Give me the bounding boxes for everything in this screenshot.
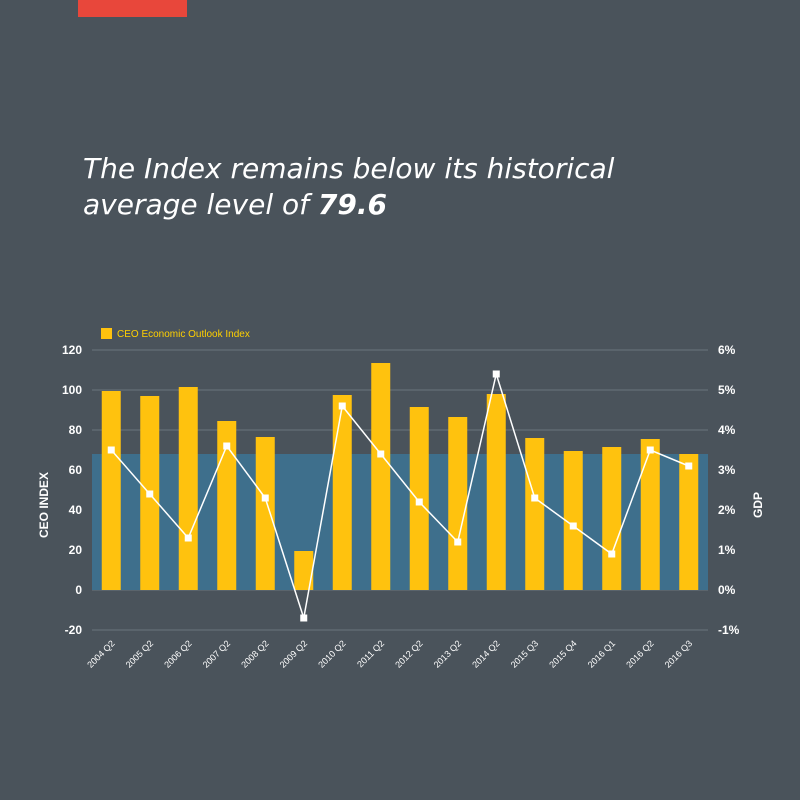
- gdp-point: [415, 498, 423, 506]
- legend-label: CEO Economic Outlook Index: [117, 329, 250, 340]
- x-tick-label: 2015 Q4: [547, 638, 578, 669]
- gdp-point: [646, 446, 654, 454]
- headline: The Index remains below its historical a…: [83, 151, 723, 223]
- gdp-line: [110, 371, 690, 619]
- bar: [525, 438, 545, 590]
- x-tick-label: 2010 Q2: [316, 638, 347, 669]
- y2-tick-label: -1%: [718, 623, 740, 637]
- x-tick-label: 2016 Q1: [586, 638, 617, 669]
- x-tick-label: 2011 Q2: [355, 638, 386, 669]
- x-tick-label: 2005 Q2: [124, 638, 155, 669]
- y2-axis-title: GDP: [751, 492, 765, 518]
- gdp-point: [146, 490, 154, 498]
- x-tick-label: 2015 Q3: [509, 638, 540, 669]
- legend: CEO Economic Outlook Index: [101, 328, 250, 340]
- x-tick-label: 2007 Q2: [201, 638, 232, 669]
- bar: [486, 394, 506, 590]
- y-tick-label: 40: [69, 503, 83, 517]
- bar: [640, 439, 660, 590]
- gdp-point: [338, 402, 346, 410]
- x-tick-label: 2016 Q3: [663, 638, 694, 669]
- gdp-point: [608, 550, 616, 558]
- bar: [602, 447, 622, 590]
- bar: [294, 551, 314, 590]
- y2-tick-label: 5%: [718, 383, 736, 397]
- y2-tick-label: 1%: [718, 543, 736, 557]
- gdp-point: [454, 538, 462, 546]
- y2-tick-label: 0%: [718, 583, 736, 597]
- gdp-point: [107, 446, 115, 454]
- x-tick-label: 2014 Q2: [470, 638, 501, 669]
- headline-text: The Index remains below its historical a…: [83, 152, 615, 221]
- y-tick-label: 120: [62, 343, 82, 357]
- bar: [217, 421, 237, 590]
- y2-tick-label: 2%: [718, 503, 736, 517]
- y2-tick-label: 6%: [718, 343, 736, 357]
- x-tick-label: 2012 Q2: [393, 638, 424, 669]
- bar: [101, 391, 121, 590]
- x-tick-label: 2016 Q2: [624, 638, 655, 669]
- y-tick-label: 100: [62, 383, 82, 397]
- y-tick-label: 80: [69, 423, 83, 437]
- bar: [563, 451, 583, 590]
- bar-layer: [101, 363, 699, 590]
- y-tick-label: 20: [69, 543, 83, 557]
- gdp-point: [377, 450, 385, 458]
- line-layer: [107, 370, 693, 622]
- x-tick-label: 2008 Q2: [239, 638, 270, 669]
- y2-tick-label: 4%: [718, 423, 736, 437]
- gdp-point: [184, 534, 192, 542]
- y2-tick-label: 3%: [718, 463, 736, 477]
- bar: [255, 437, 275, 590]
- y-tick-label: 60: [69, 463, 83, 477]
- y-axis-title: CEO INDEX: [37, 472, 51, 538]
- y-tick-label: -20: [65, 623, 83, 637]
- gdp-point: [531, 494, 539, 502]
- x-tick-label: 2009 Q2: [278, 638, 309, 669]
- bar: [448, 417, 468, 590]
- legend-swatch: [101, 328, 112, 339]
- bar: [371, 363, 391, 590]
- gdp-point: [223, 442, 231, 450]
- bar: [679, 454, 699, 590]
- gdp-point: [685, 462, 693, 470]
- x-tick-label: 2004 Q2: [85, 638, 116, 669]
- headline-value: 79.6: [317, 188, 387, 221]
- gdp-point: [300, 614, 308, 622]
- accent-tab: [78, 0, 187, 17]
- y-tick-label: 0: [75, 583, 82, 597]
- gdp-point: [492, 370, 500, 378]
- x-tick-label: 2013 Q2: [432, 638, 463, 669]
- bar: [332, 395, 352, 590]
- bar: [178, 387, 198, 590]
- x-tick-label: 2006 Q2: [162, 638, 193, 669]
- gdp-point: [261, 494, 269, 502]
- gdp-point: [569, 522, 577, 530]
